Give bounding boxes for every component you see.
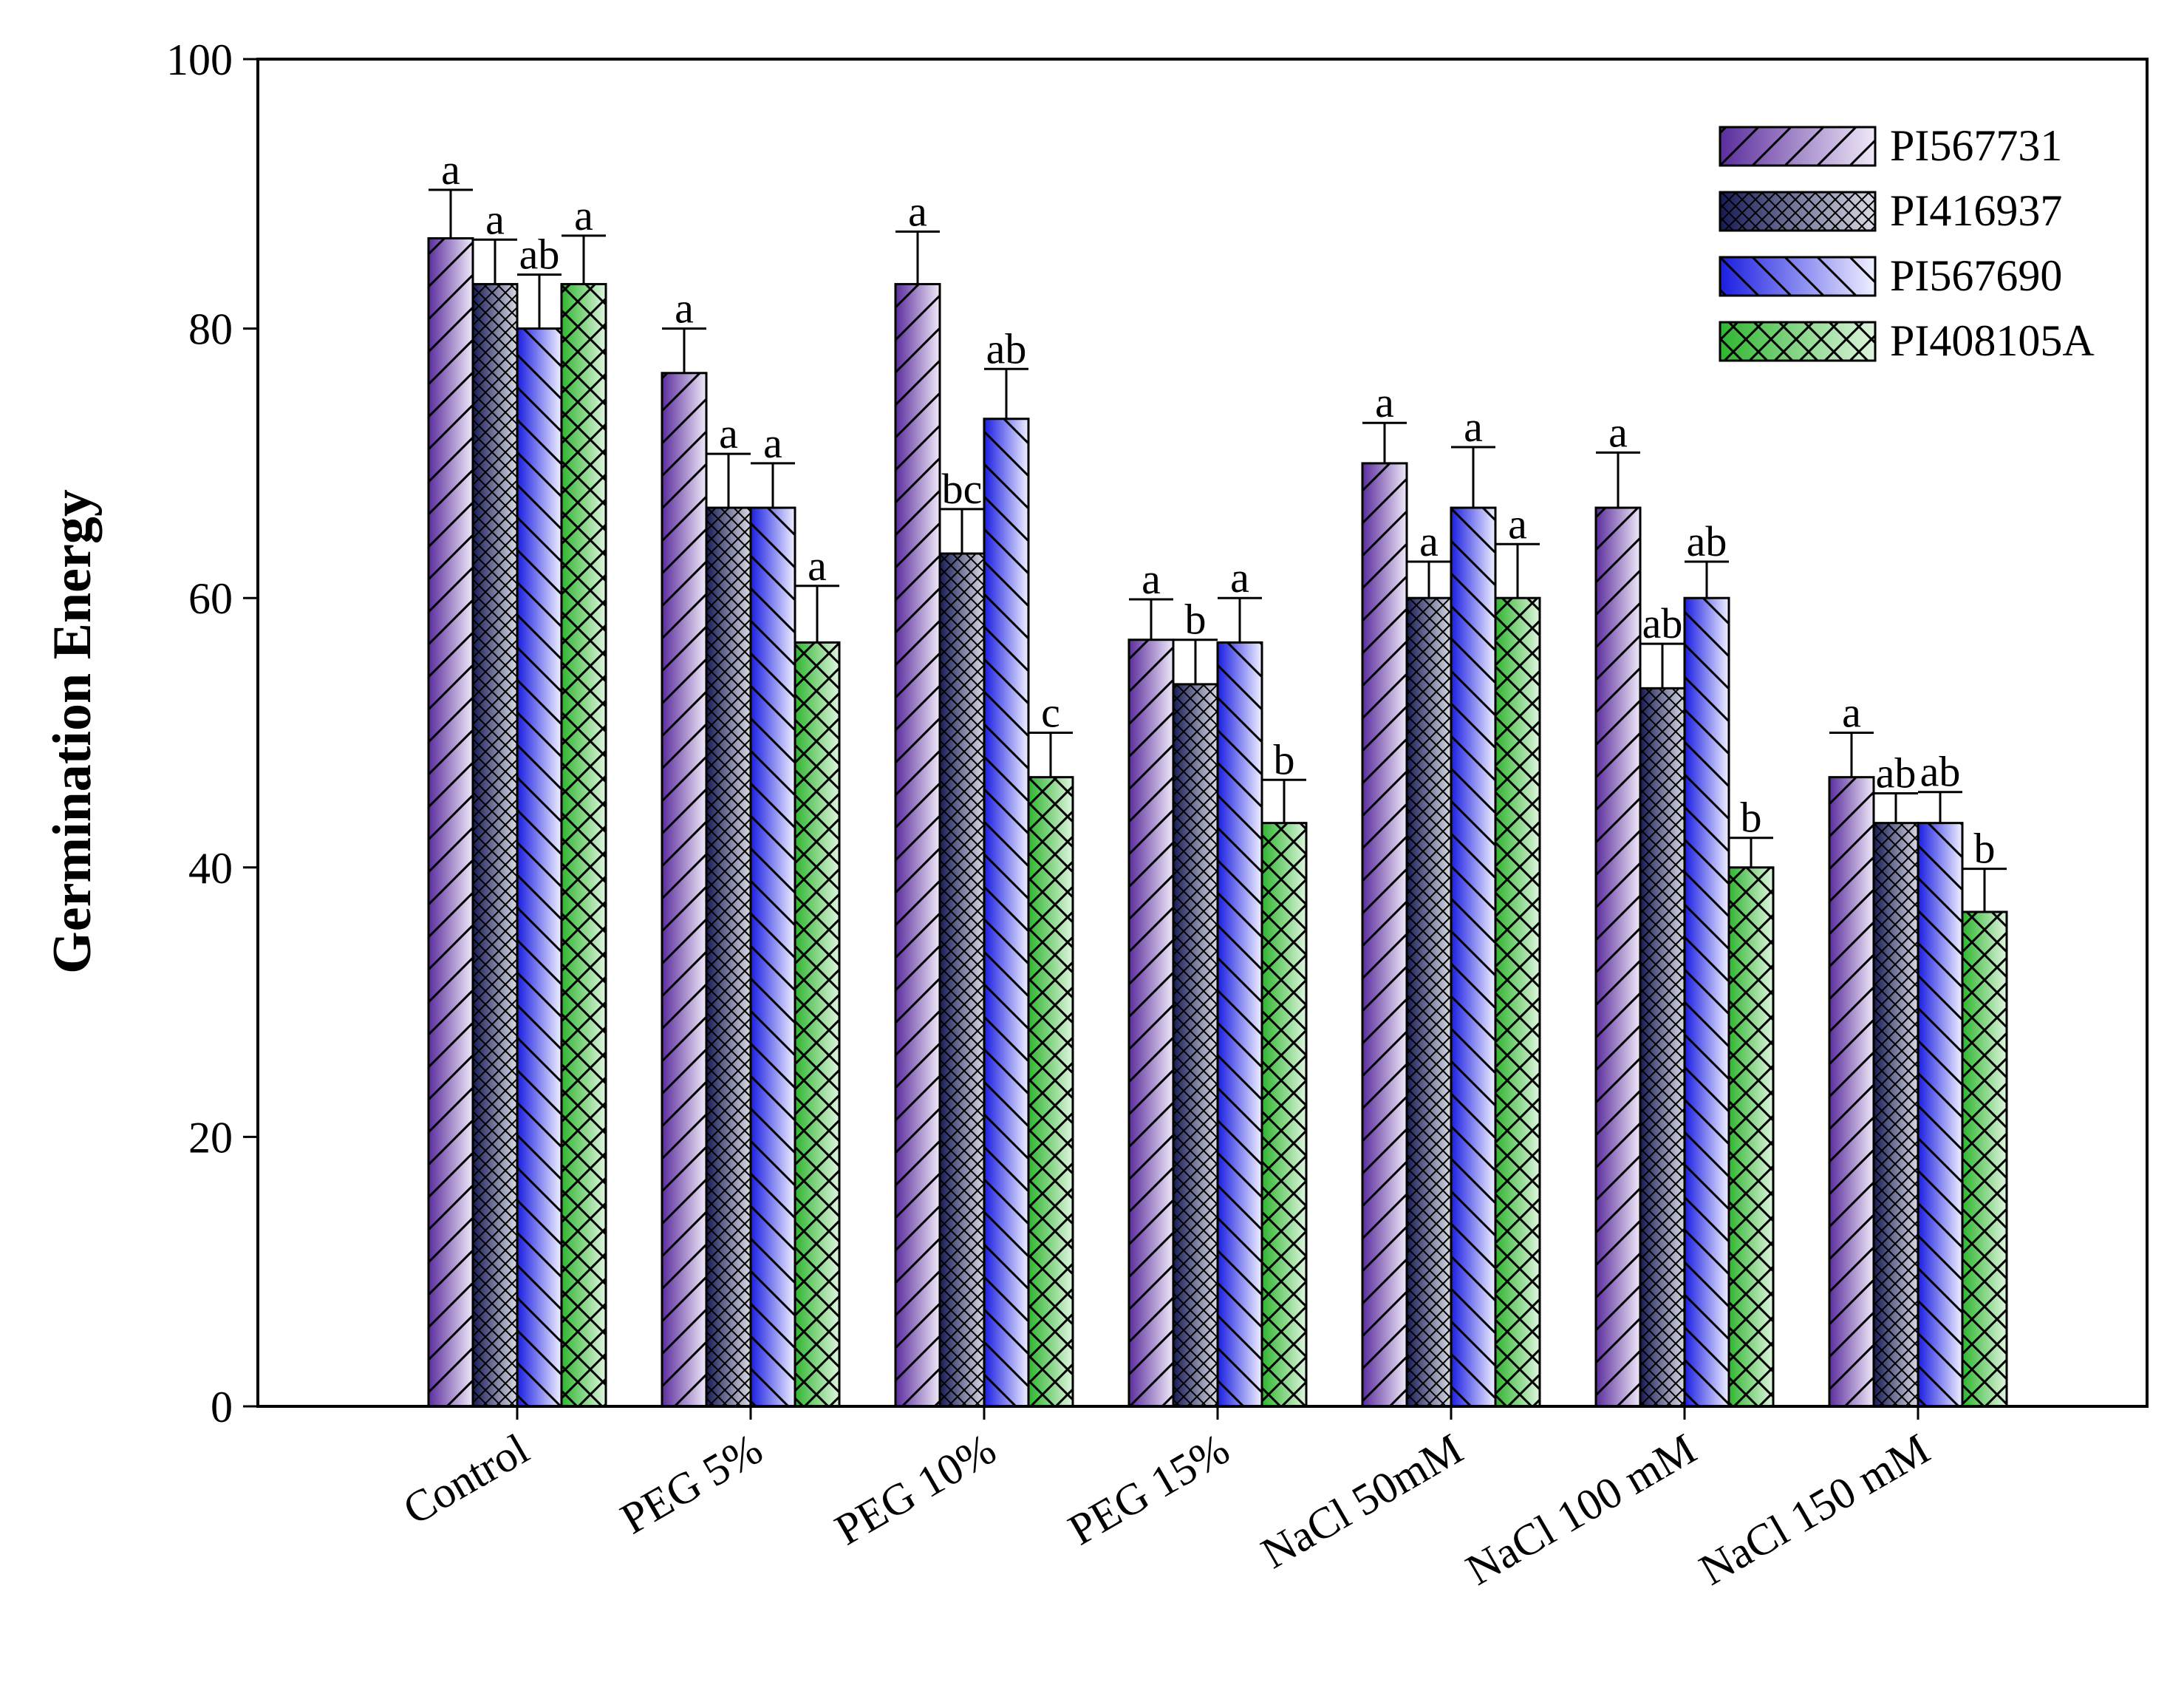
- significance-label-pi567690-2: ab: [986, 324, 1027, 372]
- significance-label-pi408105a-5: b: [1741, 794, 1762, 842]
- y-axis-label: Germination Energy: [42, 489, 103, 974]
- bar-pi567690-3-hatch: [1216, 641, 1263, 1408]
- bar-pi408105a-5-hatch: [1727, 866, 1775, 1408]
- significance-label-pi567690-1: a: [763, 419, 782, 467]
- significance-label-pi416937-0: a: [485, 195, 505, 243]
- x-tick-label: NaCl 150 mM: [1691, 1424, 1937, 1594]
- legend-label: PI567690: [1890, 251, 2062, 300]
- legend-label: PI416937: [1890, 186, 2062, 235]
- bars-layer: [427, 236, 2008, 1408]
- significance-label-pi416937-5: ab: [1642, 599, 1683, 647]
- significance-label-pi567690-5: ab: [1687, 517, 1727, 565]
- significance-label-pi416937-2: bc: [942, 465, 983, 513]
- significance-label-pi567690-3: a: [1230, 554, 1249, 602]
- x-tick-label: PEG 10%: [827, 1424, 1003, 1554]
- bar-pi408105a-6-hatch: [1961, 910, 2008, 1408]
- legend-item-pi567731: PI567731: [1719, 121, 2062, 170]
- bar-pi416937-4-hatch: [1405, 596, 1453, 1408]
- significance-label-pi408105a-6: b: [1974, 825, 1996, 873]
- bar-pi416937-6-hatch: [1872, 822, 1919, 1408]
- significance-label-pi408105a-1: a: [808, 542, 827, 590]
- significance-label-pi408105a-4: a: [1508, 500, 1527, 548]
- bar-pi416937-2-hatch: [938, 552, 986, 1408]
- x-tick-label: NaCl 100 mM: [1458, 1424, 1704, 1594]
- legend-swatch-hatch: [1719, 256, 1877, 297]
- significance-label-pi567731-0: a: [441, 146, 460, 194]
- bar-pi416937-1-hatch: [705, 506, 752, 1408]
- bar-pi408105a-3-hatch: [1260, 822, 1308, 1408]
- significance-label-pi567731-5: a: [1608, 408, 1628, 456]
- legend-swatch-hatch: [1719, 191, 1877, 232]
- significance-label-pi416937-3: b: [1185, 596, 1207, 644]
- legend: PI567731 PI416937 PI567690 PI408105A: [1719, 121, 2095, 365]
- legend-item-pi408105a: PI408105A: [1719, 316, 2095, 365]
- legend-label: PI567731: [1890, 121, 2062, 170]
- bar-pi567690-1-hatch: [749, 506, 796, 1408]
- y-tick-label: 60: [188, 574, 233, 623]
- significance-label-pi567731-6: a: [1842, 689, 1861, 737]
- significance-label-pi408105a-3: b: [1274, 735, 1295, 783]
- legend-swatch-hatch: [1719, 126, 1877, 167]
- significance-label-pi416937-6: ab: [1876, 749, 1917, 797]
- x-tick-label: PEG 5%: [612, 1424, 770, 1543]
- significance-label-pi416937-1: a: [719, 409, 738, 457]
- bar-pi416937-3-hatch: [1172, 683, 1219, 1408]
- legend-item-pi567690: PI567690: [1719, 251, 2062, 300]
- bar-pi567731-6-hatch: [1828, 776, 1875, 1408]
- bar-pi567690-5-hatch: [1683, 596, 1730, 1408]
- legend-swatch-hatch: [1719, 321, 1877, 362]
- y-tick-label: 100: [166, 35, 233, 84]
- significance-label-pi567731-1: a: [675, 285, 694, 333]
- y-tick-label: 20: [188, 1113, 233, 1162]
- bar-pi567690-4-hatch: [1450, 506, 1497, 1408]
- significance-label-pi567731-3: a: [1142, 555, 1161, 603]
- significance-label-pi567690-0: ab: [519, 231, 560, 279]
- significance-label-pi567731-4: a: [1375, 378, 1394, 426]
- bar-pi408105a-1-hatch: [794, 641, 841, 1408]
- bar-pi416937-0-hatch: [471, 282, 519, 1408]
- significance-label-pi567690-4: a: [1464, 403, 1483, 451]
- error-bars-layer: [429, 188, 2007, 912]
- bar-pi567690-2-hatch: [983, 418, 1030, 1408]
- x-tick-label: NaCl 50mM: [1253, 1424, 1470, 1578]
- bar-pi567731-2-hatch: [894, 282, 941, 1408]
- y-tick-label: 80: [188, 305, 233, 354]
- bar-pi567731-4-hatch: [1361, 462, 1408, 1408]
- bar-pi408105a-4-hatch: [1494, 596, 1541, 1408]
- bar-pi408105a-2-hatch: [1027, 776, 1074, 1408]
- significance-label-pi416937-4: a: [1419, 517, 1439, 565]
- bar-pi567690-0-hatch: [516, 327, 563, 1408]
- legend-label: PI408105A: [1890, 316, 2095, 365]
- significance-label-pi567690-6: ab: [1920, 748, 1961, 796]
- x-tick-label: PEG 15%: [1060, 1424, 1237, 1554]
- y-tick-label: 0: [211, 1383, 233, 1431]
- significance-label-pi567731-2: a: [908, 187, 927, 235]
- bar-pi567731-0-hatch: [427, 236, 474, 1408]
- bar-pi567731-5-hatch: [1594, 506, 1642, 1408]
- legend-item-pi416937: PI416937: [1719, 186, 2062, 235]
- bar-pi567690-6-hatch: [1917, 822, 1964, 1408]
- x-tick-label: Control: [395, 1424, 537, 1534]
- bar-pi416937-5-hatch: [1639, 687, 1686, 1408]
- plot-frame: [256, 58, 2149, 1408]
- bar-pi567731-1-hatch: [661, 372, 708, 1408]
- bar-pi408105a-0-hatch: [560, 282, 607, 1408]
- significance-label-pi408105a-2: c: [1041, 689, 1060, 737]
- bar-pi567731-3-hatch: [1127, 639, 1175, 1408]
- y-tick-label: 40: [188, 844, 233, 893]
- significance-label-pi408105a-0: a: [574, 191, 593, 239]
